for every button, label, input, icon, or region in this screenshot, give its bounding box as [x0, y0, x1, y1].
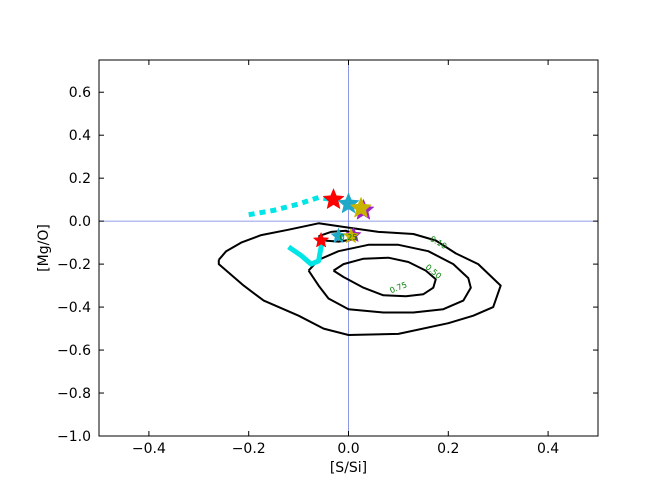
- y-tick-label: −1.0: [57, 429, 91, 445]
- star-markers: [312, 188, 375, 248]
- series-line-2: [287, 239, 326, 267]
- x-tick-label: 0.4: [537, 441, 559, 457]
- x-axis-ticks: −0.4 −0.2 0.0 0.2 0.4: [132, 60, 559, 457]
- contour-line-0-10: [217, 222, 502, 336]
- y-tick-label: −0.6: [57, 343, 91, 359]
- star-marker-4: [349, 196, 373, 218]
- series-line-1: [248, 195, 334, 218]
- star-marker-5: [312, 231, 330, 248]
- y-tick-label: 0.4: [69, 128, 91, 144]
- contour-line-0-50: [307, 243, 472, 314]
- y-axis-ticks: −1.0 −0.8 −0.6 −0.4 −0.2 0.0 0.2 0.4 0.6: [57, 85, 598, 445]
- y-tick-label: −0.4: [57, 300, 91, 316]
- series-group: [248, 195, 334, 267]
- x-tick-label: −0.2: [232, 441, 266, 457]
- y-tick-label: −0.2: [57, 257, 91, 273]
- star-marker-8: [342, 227, 360, 244]
- x-tick-label: 0.2: [437, 441, 459, 457]
- star-marker-1: [322, 188, 345, 210]
- contour-label-4: 0.25: [340, 233, 358, 242]
- y-axis-label: [Mg/O]: [36, 224, 52, 272]
- contour-line-0-75: [332, 256, 437, 298]
- y-tick-label: −0.8: [57, 386, 91, 402]
- x-axis-label: [S/Si]: [330, 460, 367, 476]
- y-tick-label: 0.2: [69, 171, 91, 187]
- x-tick-label: −0.4: [132, 441, 166, 457]
- y-tick-label: 0.0: [69, 214, 91, 230]
- reference-lines: [99, 60, 598, 436]
- x-tick-label: 0.0: [337, 441, 359, 457]
- y-tick-label: 0.6: [69, 85, 91, 101]
